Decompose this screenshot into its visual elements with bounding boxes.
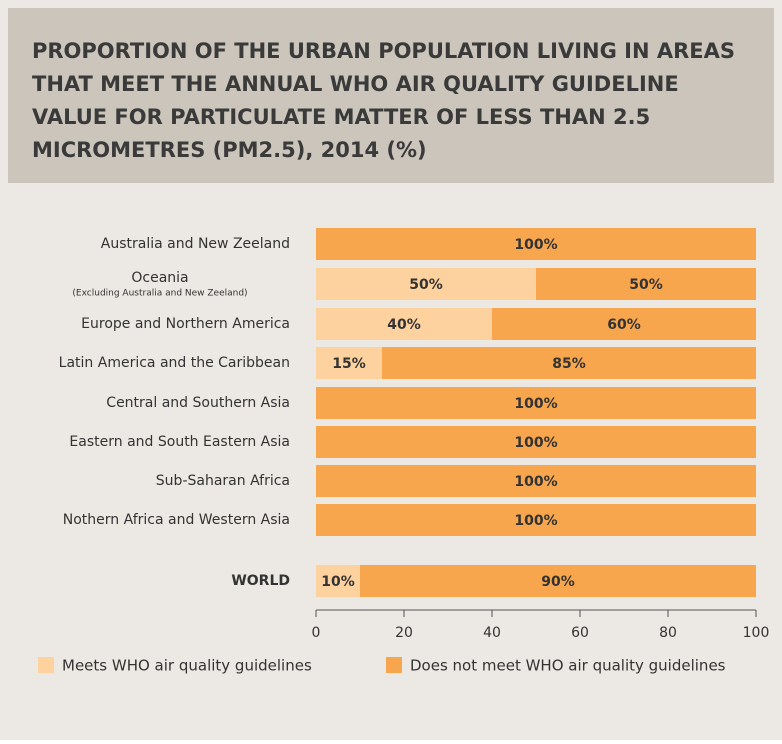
bar-segment <box>316 228 756 260</box>
bar-segment <box>316 504 756 536</box>
bar-segment <box>492 308 756 340</box>
x-tick-label: 60 <box>571 625 589 641</box>
category-label: Eastern and South Eastern Asia <box>69 434 290 450</box>
value-label: 90% <box>541 574 575 590</box>
value-label: 50% <box>629 277 663 293</box>
category-note: (Excluding Australia and New Zeeland) <box>72 289 247 299</box>
category-label: Sub-Saharan Africa <box>156 473 290 489</box>
value-label: 100% <box>514 435 557 451</box>
category-label: Oceania <box>131 270 188 286</box>
x-tick-label: 0 <box>312 625 321 641</box>
bar-segment <box>382 347 756 379</box>
chart-title: PROPORTION OF THE URBAN POPULATION LIVIN… <box>32 39 735 162</box>
legend-label: Does not meet WHO air quality guidelines <box>410 657 726 675</box>
x-tick-label: 20 <box>395 625 413 641</box>
value-label: 100% <box>514 513 557 529</box>
legend-swatch <box>386 657 402 673</box>
x-tick-label: 40 <box>483 625 501 641</box>
category-label: Europe and Northern America <box>81 316 290 332</box>
bar-segment <box>316 465 756 497</box>
bar-segment <box>316 308 492 340</box>
value-label: 85% <box>552 356 586 372</box>
value-label: 100% <box>514 396 557 412</box>
x-tick-label: 100 <box>743 625 770 641</box>
category-label: Australia and New Zeeland <box>101 236 290 252</box>
category-label: WORLD <box>231 573 290 589</box>
bar-segment <box>316 426 756 458</box>
bar-segment <box>316 268 536 300</box>
category-label: Latin America and the Caribbean <box>59 355 290 371</box>
value-label: 40% <box>387 317 421 333</box>
legend-label: Meets WHO air quality guidelines <box>62 657 312 675</box>
value-label: 15% <box>332 356 366 372</box>
value-label: 60% <box>607 317 641 333</box>
bar-segment <box>316 347 382 379</box>
category-label: Central and Southern Asia <box>106 395 290 411</box>
legend-swatch <box>38 657 54 673</box>
bar-segment <box>536 268 756 300</box>
category-label: Nothern Africa and Western Asia <box>63 512 290 528</box>
header <box>8 8 774 183</box>
value-label: 100% <box>514 237 557 253</box>
bar-segment <box>360 565 756 597</box>
bar-segment <box>316 387 756 419</box>
value-label: 100% <box>514 474 557 490</box>
value-label: 10% <box>321 574 355 590</box>
x-tick-label: 80 <box>659 625 677 641</box>
value-label: 50% <box>409 277 443 293</box>
bar-segment <box>316 565 360 597</box>
